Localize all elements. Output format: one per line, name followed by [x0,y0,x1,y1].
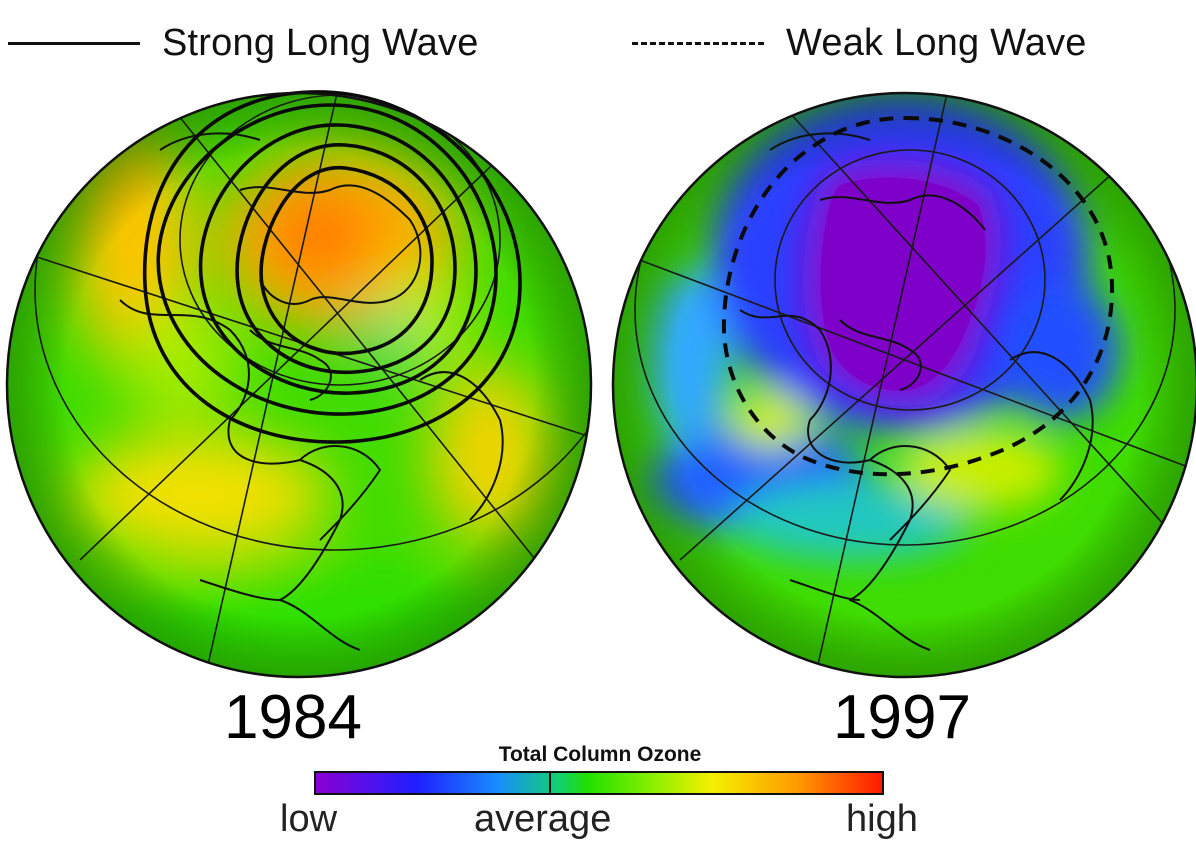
ozone-colorbar [314,771,884,795]
legend-strong-long-wave: Strong Long Wave [8,18,479,68]
legend-solid-line-icon [8,41,140,45]
globe-outline-1997 [611,91,1196,679]
legend-strong-label: Strong Long Wave [162,21,479,64]
year-label-1984: 1984 [224,683,362,752]
strong-long-wave-contours [142,90,522,444]
globe-1984 [5,90,593,679]
colorbar-title: Total Column Ozone [498,743,702,766]
year-label-1997: 1997 [833,683,971,752]
colorbar-average-label: average [474,798,612,840]
legend-dashed-line-icon [632,41,764,45]
colorbar-average-tick [549,773,551,793]
colorbar-high-label: high [846,798,918,840]
legend-weak-label: Weak Long Wave [786,21,1087,64]
globe-1997 [611,91,1196,679]
globe-outline-1984 [5,91,593,679]
weak-long-wave-contour [721,115,1115,477]
ozone-field-1997 [613,93,1196,677]
colorbar-low-label: low [280,798,338,840]
legend-weak-long-wave: Weak Long Wave [632,18,1087,68]
